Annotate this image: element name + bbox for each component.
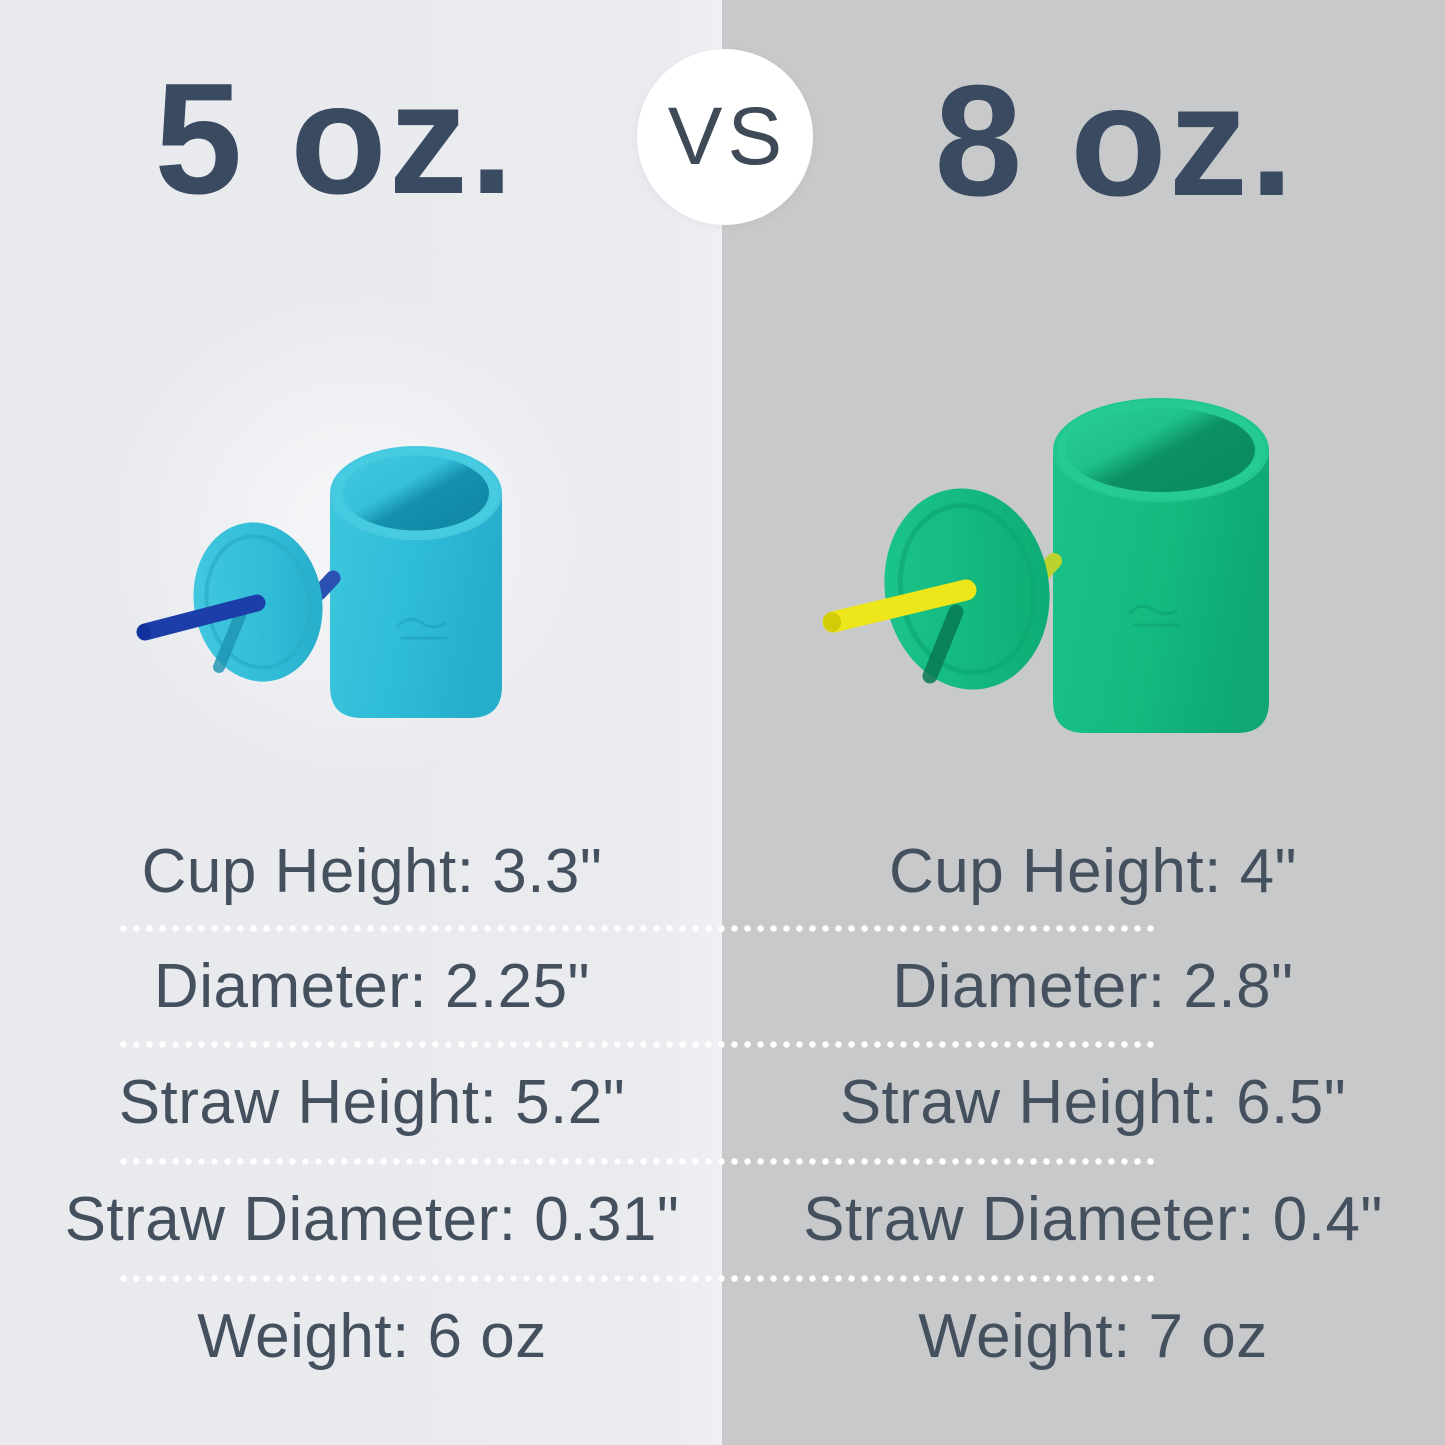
spec-right-diameter: Diameter: 2.8" — [892, 952, 1294, 1021]
dotted-divider — [117, 1041, 1157, 1048]
embossed-logo — [1128, 604, 1180, 627]
spec-left-cup-height: Cup Height: 3.3" — [141, 837, 603, 906]
straw-opening — [136, 624, 152, 640]
cup-rim-edge — [333, 447, 499, 539]
straw-opening — [822, 612, 842, 632]
dotted-divider — [117, 925, 1157, 932]
spec-right-straw-diameter: Straw Diameter: 0.4" — [803, 1185, 1383, 1254]
cup-rim-edge — [1057, 400, 1265, 500]
straw-shadow — [922, 604, 964, 684]
cup-body — [1053, 450, 1269, 733]
spec-right-straw-height: Straw Height: 6.5" — [839, 1068, 1347, 1137]
left-product-image — [136, 446, 502, 718]
dotted-divider — [117, 1275, 1157, 1282]
left-size-title: 5 oz. — [154, 51, 516, 227]
spec-right-cup-height: Cup Height: 4" — [888, 837, 1298, 906]
spec-left-diameter: Diameter: 2.25" — [153, 952, 591, 1021]
blue-straw — [136, 594, 266, 641]
green-cup — [822, 398, 1269, 733]
spec-left-weight: Weight: 6 oz — [197, 1302, 547, 1371]
straw-top-tip — [311, 570, 341, 601]
spec-left-straw-height: Straw Height: 5.2" — [118, 1068, 626, 1137]
cup-interior — [343, 455, 489, 531]
spec-right-weight: Weight: 7 oz — [918, 1302, 1268, 1371]
blue-cup — [136, 446, 502, 718]
right-product-image — [822, 398, 1269, 733]
straw-shadow — [213, 610, 246, 673]
embossed-logo — [396, 617, 448, 640]
yellow-straw — [822, 579, 977, 633]
spec-left-straw-diameter: Straw Diameter: 0.31" — [64, 1185, 680, 1254]
vs-badge: VS — [637, 49, 813, 225]
cup-interior — [1067, 407, 1255, 493]
cup-body — [330, 493, 502, 718]
vs-label: VS — [667, 91, 788, 182]
right-size-title: 8 oz. — [934, 53, 1296, 229]
dotted-divider — [117, 1158, 1157, 1165]
